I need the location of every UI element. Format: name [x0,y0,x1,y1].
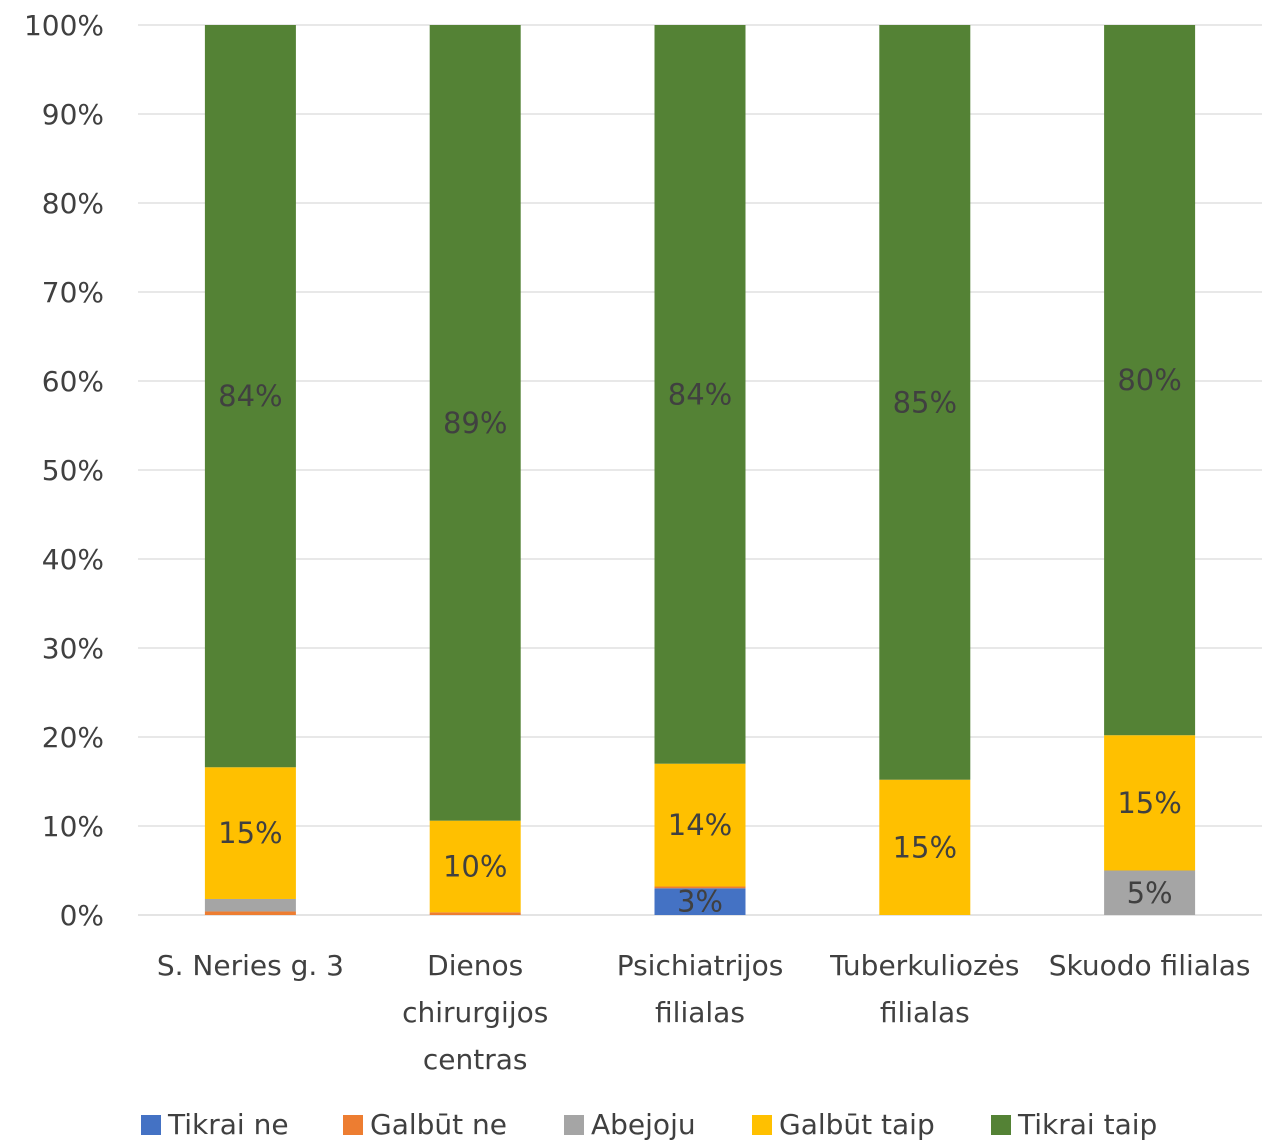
legend-swatch [752,1115,772,1135]
bar-segment [1104,735,1196,871]
legend-swatch [141,1115,161,1135]
data-label: 3% [677,885,723,919]
data-label: 14% [668,808,732,842]
data-label: 15% [1117,786,1181,820]
y-tick-label: 90% [42,98,104,131]
x-tick-label: filialas [880,996,970,1029]
y-tick-label: 60% [42,365,104,398]
y-tick-label: 30% [42,632,104,665]
bar-segment [429,820,521,913]
legend-label: Tikrai taip [1017,1108,1157,1141]
data-labels: 15% 84% 10% 89% 3% 14% 84% 15% 85% 5% 15% 80% [218,363,1182,919]
legend-swatch [991,1115,1011,1135]
bar-segment [204,767,296,899]
bar-segment [1104,25,1196,736]
data-label: 80% [1117,363,1181,397]
bar-segment [204,898,296,912]
x-tick-label: Psichiatrijos [617,949,784,982]
bar-segment [204,911,296,915]
y-tick-label: 20% [42,721,104,754]
data-label: 84% [218,379,282,413]
y-tick-label: 0% [60,899,104,932]
legend-label: Abejoju [591,1108,696,1141]
data-label: 89% [443,406,507,440]
legend: Tikrai ne Galbūt ne Abejoju Galbūt taip Tikr… [141,1108,1157,1141]
bar-stacks [204,25,1196,915]
y-axis: 0% 10% 20% 30% 40% 50% 60% 70% 80% 90% 100% [24,9,104,932]
x-tick-label: chirurgijos [402,996,548,1029]
bar-segment [204,25,296,768]
legend-label: Galbūt taip [779,1108,935,1141]
x-tick-label: Dienos [427,949,523,982]
legend-swatch [343,1115,363,1135]
y-tick-label: 50% [42,454,104,487]
x-tick-label: centras [423,1043,528,1076]
bar-segment [879,25,971,780]
legend-label: Galbūt ne [370,1108,507,1141]
data-label: 10% [443,849,507,883]
bar-segment [1104,870,1196,915]
bar-segment [654,886,746,889]
data-label: 85% [893,385,957,419]
bar-segment [654,888,746,915]
y-tick-label: 40% [42,543,104,576]
x-tick-label: S. Neries g. 3 [157,949,344,982]
y-tick-label: 10% [42,810,104,843]
data-label: 5% [1127,876,1173,910]
x-tick-label: filialas [655,996,745,1029]
x-axis: S. Neries g. 3 Dienos chirurgijos centras Ps… [157,949,1251,1076]
bar-segment [879,779,971,915]
bar-segment [654,25,746,764]
x-tick-label: Tuberkuliozės [829,949,1019,982]
legend-label: Tikrai ne [167,1108,289,1141]
y-tick-label: 100% [24,9,104,42]
x-tick-label: Skuodo filialas [1049,949,1251,982]
y-tick-label: 80% [42,187,104,220]
data-label: 84% [668,377,732,411]
legend-swatch [564,1115,584,1135]
data-label: 15% [218,816,282,850]
bar-segment [429,25,521,821]
data-label: 15% [893,830,957,864]
y-tick-label: 70% [42,276,104,309]
bar-segment [654,763,746,887]
bar-segment [429,912,521,915]
